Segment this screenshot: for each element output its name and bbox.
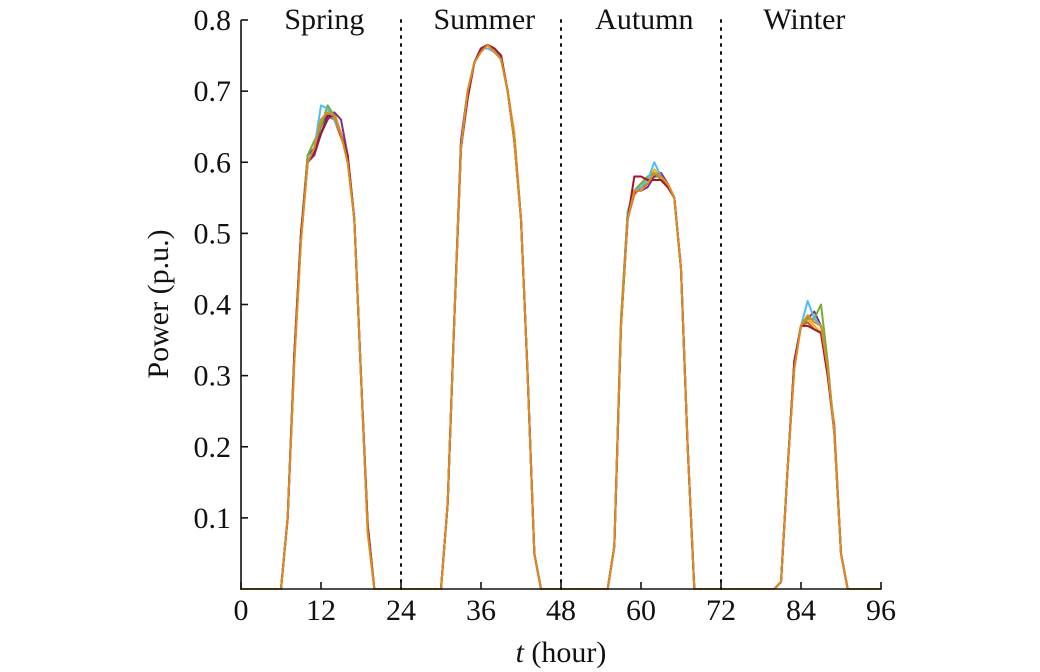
x-tick-label: 72 — [706, 594, 736, 627]
y-tick-label: 0.2 — [194, 431, 232, 464]
y-axis-title: Power (p.u.) — [142, 229, 175, 378]
x-tick-label: 48 — [546, 594, 576, 627]
x-ticks: 0 12 24 36 48 60 72 84 96 — [234, 582, 896, 627]
y-tick-label: 0.8 — [194, 4, 232, 37]
y-tick-label: 0.5 — [194, 217, 232, 250]
x-tick-label: 36 — [466, 594, 496, 627]
y-tick-label: 0.4 — [194, 289, 232, 322]
x-axis-title: t (hour) — [516, 636, 607, 669]
x-tick-label: 60 — [626, 594, 656, 627]
x-axis-title-unit: (hour) — [524, 636, 606, 669]
season-dividers — [400, 19, 722, 590]
season-labels: Spring Summer Autumn Winter — [284, 3, 845, 36]
x-tick-label: 0 — [234, 594, 249, 627]
x-tick-label: 24 — [386, 594, 416, 627]
season-label-winter: Winter — [763, 3, 845, 36]
season-label-summer: Summer — [433, 3, 535, 36]
season-label-spring: Spring — [284, 3, 364, 36]
season-label-autumn: Autumn — [595, 3, 693, 36]
y-tick-label: 0.7 — [194, 75, 232, 108]
y-tick-label: 0.6 — [194, 146, 232, 179]
y-ticks: 0.1 0.2 0.3 0.4 0.5 0.6 0.7 0.8 — [194, 4, 248, 535]
x-tick-label: 84 — [786, 594, 816, 627]
x-axis-title-variable: t — [516, 636, 525, 669]
x-tick-label: 96 — [866, 594, 896, 627]
y-tick-label: 0.3 — [194, 360, 232, 393]
y-tick-label: 0.1 — [194, 502, 232, 535]
x-tick-label: 12 — [306, 594, 336, 627]
